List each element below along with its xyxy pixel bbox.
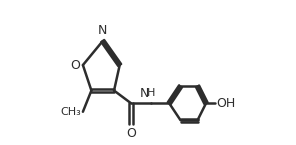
Text: OH: OH xyxy=(216,97,235,110)
Text: N: N xyxy=(140,87,149,100)
Text: O: O xyxy=(126,127,136,140)
Text: N: N xyxy=(98,24,107,37)
Text: CH₃: CH₃ xyxy=(61,107,81,117)
Text: H: H xyxy=(147,88,155,98)
Text: O: O xyxy=(70,59,80,72)
